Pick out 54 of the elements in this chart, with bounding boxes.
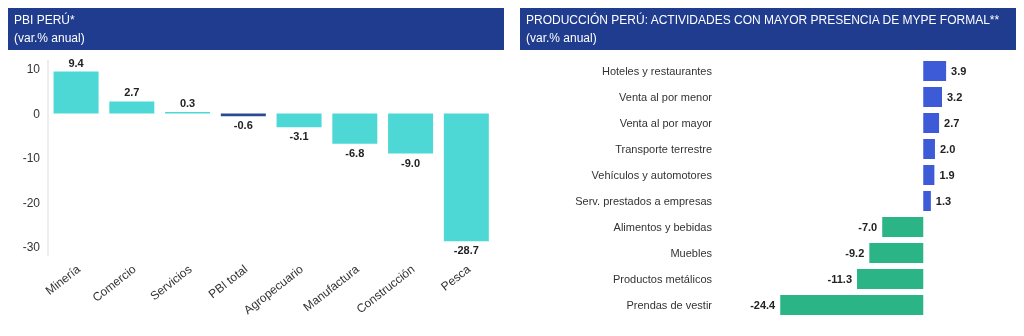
bar <box>869 243 924 263</box>
bar <box>923 139 935 159</box>
y-tick-label: Vehículos y automotores <box>591 168 713 181</box>
bar <box>276 113 322 128</box>
bar <box>923 191 931 211</box>
y-tick-label: Hoteles y restaurantes <box>601 64 713 77</box>
y-tick-label: -10 <box>22 151 41 166</box>
data-label: -9.0 <box>401 156 421 169</box>
bar <box>857 269 924 289</box>
data-label: -7.0 <box>858 221 878 233</box>
bar <box>923 87 943 107</box>
text: (var.% anual) <box>526 30 598 47</box>
bar <box>923 113 940 133</box>
data-label: -0.6 <box>233 119 253 132</box>
y-tick-label: Transporte terrestre <box>615 142 712 155</box>
data-label: 2.7 <box>944 117 960 129</box>
bar <box>882 217 924 237</box>
bar <box>332 113 378 144</box>
y-tick-label: Alimentos y bebidas <box>613 220 713 233</box>
data-label: 1.9 <box>939 169 955 181</box>
y-tick-label: Venta al por mayor <box>619 116 713 129</box>
y-tick-label: -30 <box>22 240 41 255</box>
y-tick-label: Muebles <box>670 246 713 259</box>
chart-subtitle: (var.% anual) <box>14 30 86 47</box>
chart-title: PRODUCCIÓN PERÚ: ACTIVIDADES CON MAYOR PRESENCIA DE MYPE FORMAL** <box>526 11 1001 29</box>
data-label: -6.8 <box>345 146 365 159</box>
data-label: -24.4 <box>750 299 777 311</box>
data-label: 9.4 <box>68 56 85 69</box>
y-tick-label: Serv. prestados a empresas <box>575 194 713 207</box>
y-tick-label: 0 <box>33 106 41 121</box>
chart-title: PBI PERÚ* <box>14 11 76 29</box>
y-tick-label: 10 <box>26 62 41 77</box>
y-tick-label: Productos metálicos <box>612 272 713 285</box>
y-tick-label: Venta al por menor <box>619 90 713 103</box>
bar <box>220 113 266 117</box>
data-label: 3.2 <box>947 91 963 103</box>
bar <box>388 113 434 154</box>
bar <box>443 113 489 242</box>
y-tick-label: -20 <box>22 195 41 210</box>
bar <box>53 71 99 114</box>
bar <box>109 101 155 114</box>
data-label: 0.3 <box>179 97 196 110</box>
bar <box>923 165 935 185</box>
data-label: -11.3 <box>827 273 853 285</box>
bar <box>780 295 924 315</box>
data-label: -3.1 <box>289 130 309 143</box>
data-label: -9.2 <box>845 247 865 259</box>
data-label: 1.3 <box>935 195 952 207</box>
data-label: 2.0 <box>939 143 956 155</box>
data-label: 2.7 <box>124 86 140 99</box>
data-label: 3.9 <box>951 65 967 77</box>
data-label: -28.7 <box>453 244 479 257</box>
bar <box>923 61 947 81</box>
y-tick-label: Prendas de vestir <box>626 298 713 311</box>
